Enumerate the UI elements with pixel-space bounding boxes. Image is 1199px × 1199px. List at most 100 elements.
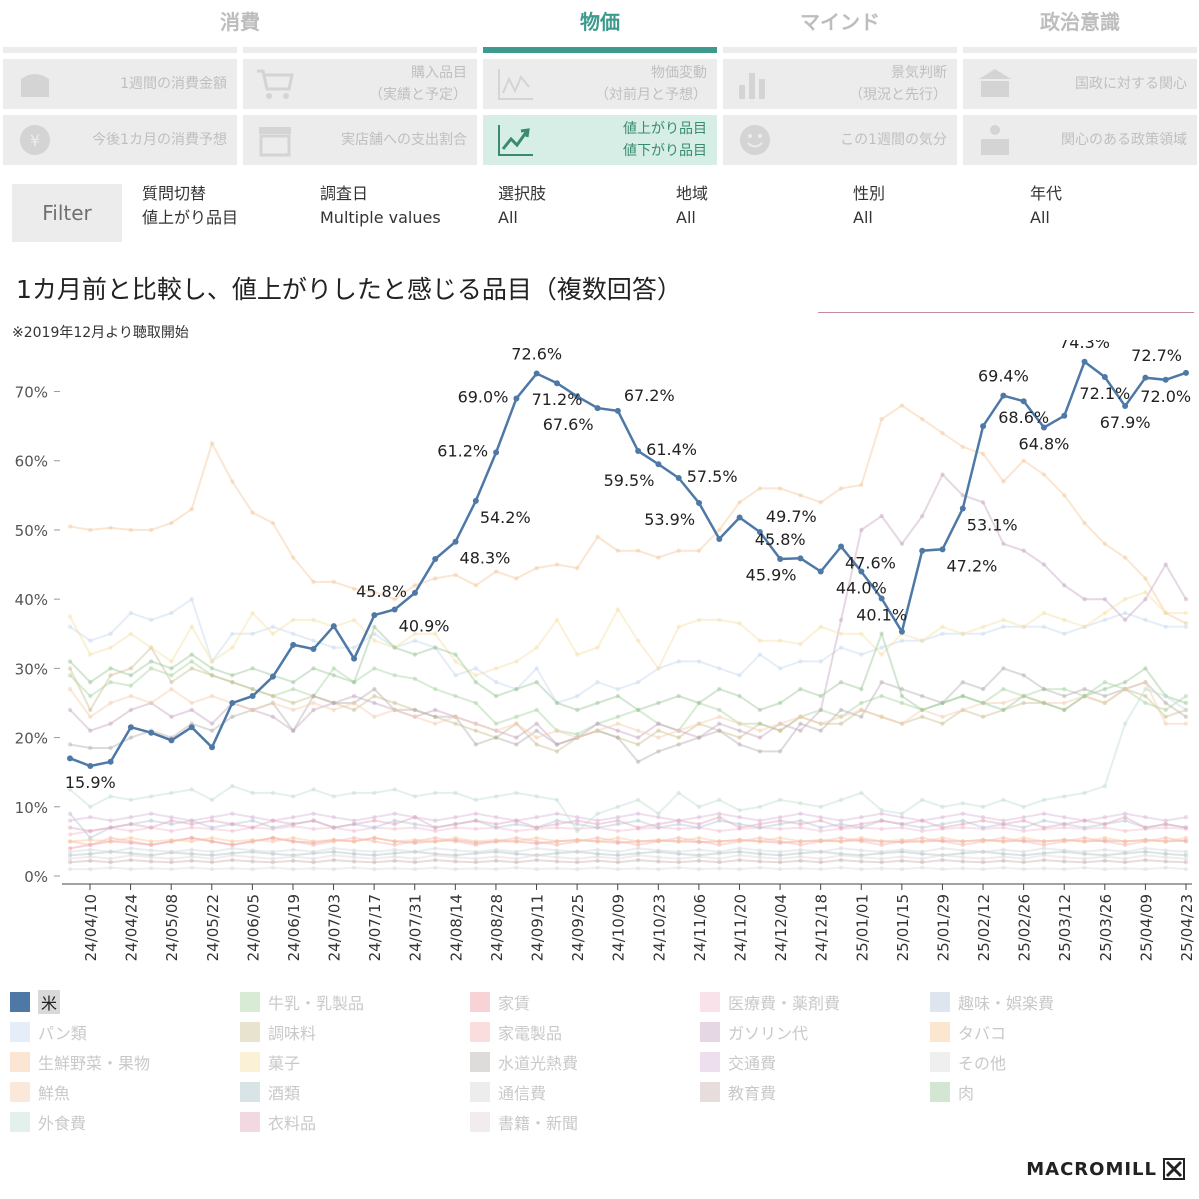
legend-item[interactable]: 酒類 bbox=[240, 1080, 300, 1104]
data-point bbox=[1183, 707, 1189, 713]
data-point bbox=[513, 395, 520, 402]
data-point bbox=[1062, 849, 1067, 854]
filter-button[interactable]: Filter bbox=[12, 184, 122, 242]
tile-weekly-spending[interactable]: 1週間の消費金額 bbox=[3, 59, 237, 109]
data-point bbox=[493, 728, 499, 733]
series-line-20 bbox=[69, 687, 1187, 833]
legend-item[interactable]: その他 bbox=[930, 1050, 1006, 1074]
tile-national-politics[interactable]: 国政に対する関心 bbox=[963, 59, 1197, 109]
legend-item[interactable]: タバコ bbox=[930, 1020, 1006, 1044]
data-point bbox=[1183, 721, 1189, 726]
tab-prices[interactable]: 物価 bbox=[580, 10, 620, 34]
data-point bbox=[859, 631, 864, 636]
tile-label: 値上がり品目 bbox=[623, 121, 707, 137]
tile-price-change[interactable]: 物価変動 （対前月と予想） bbox=[483, 59, 717, 109]
legend-item[interactable]: 菓子 bbox=[240, 1050, 300, 1074]
tile-weekly-mood[interactable]: この1週間の気分 bbox=[723, 115, 957, 165]
legend-item[interactable]: 鮮魚 bbox=[10, 1080, 70, 1104]
legend-item[interactable]: 交通費 bbox=[700, 1050, 776, 1074]
legend-item[interactable]: 書籍・新聞 bbox=[470, 1110, 578, 1134]
data-point bbox=[777, 700, 783, 706]
data-point bbox=[433, 714, 438, 720]
legend-item[interactable]: 生鮮野菜・果物 bbox=[10, 1050, 150, 1074]
data-point bbox=[1082, 826, 1087, 832]
data-point bbox=[412, 866, 418, 872]
data-point bbox=[534, 565, 539, 571]
data-point bbox=[960, 825, 965, 830]
data-point bbox=[777, 818, 783, 823]
legend-item[interactable]: 水道光熱費 bbox=[470, 1050, 578, 1074]
legend-item[interactable]: 医療費・薬剤費 bbox=[700, 990, 840, 1014]
data-point bbox=[859, 652, 864, 657]
data-point bbox=[169, 714, 174, 720]
data-point bbox=[920, 693, 925, 699]
data-point bbox=[209, 853, 215, 858]
legend-item[interactable]: 肉 bbox=[930, 1080, 974, 1104]
legend-item[interactable]: 米 bbox=[10, 990, 61, 1014]
data-point bbox=[472, 497, 479, 504]
legend-item[interactable]: 趣味・娯楽費 bbox=[930, 990, 1054, 1014]
data-point bbox=[940, 821, 945, 827]
data-point bbox=[189, 596, 194, 602]
data-point bbox=[108, 859, 113, 865]
data-point bbox=[1001, 835, 1006, 841]
legend-item[interactable]: 外食費 bbox=[10, 1110, 86, 1134]
data-point bbox=[1082, 693, 1087, 699]
legend-item[interactable]: 教育費 bbox=[700, 1080, 776, 1104]
legend-item[interactable]: ガソリン代 bbox=[700, 1020, 808, 1044]
data-point bbox=[575, 849, 580, 854]
data-point bbox=[554, 742, 560, 747]
tab-consumption[interactable]: 消費 bbox=[220, 10, 260, 34]
filter-question[interactable]: 質問切替 値上がり品目 bbox=[142, 182, 238, 230]
tile-purchased-items[interactable]: 購入品目 （実績と予定） bbox=[243, 59, 477, 109]
data-point bbox=[737, 826, 742, 832]
data-point bbox=[514, 835, 519, 841]
data-point bbox=[960, 444, 965, 450]
data-point bbox=[392, 850, 397, 856]
data-point bbox=[514, 721, 519, 726]
legend-item[interactable]: 調味料 bbox=[240, 1020, 316, 1044]
filter-gender[interactable]: 性別 All bbox=[853, 182, 885, 230]
x-tick-label: 24/08/28 bbox=[488, 894, 506, 961]
legend-swatch bbox=[10, 1112, 30, 1132]
data-point bbox=[777, 728, 783, 733]
tab-politics[interactable]: 政治意識 bbox=[1040, 10, 1120, 34]
data-point bbox=[1122, 842, 1128, 848]
tab-mind[interactable]: マインド bbox=[800, 10, 880, 34]
tile-policy-interest[interactable]: 関心のある政策領域 bbox=[963, 115, 1197, 165]
legend-item[interactable]: パン類 bbox=[10, 1020, 87, 1044]
data-point bbox=[899, 814, 905, 820]
data-point bbox=[696, 735, 702, 740]
data-point bbox=[777, 728, 783, 733]
tile-economy[interactable]: 景気判断 （現況と先行） bbox=[723, 59, 957, 109]
legend-item[interactable]: 通信費 bbox=[470, 1080, 546, 1104]
x-tick-label: 24/12/04 bbox=[772, 894, 790, 961]
legend-item[interactable]: 家電製品 bbox=[470, 1020, 562, 1044]
filter-region[interactable]: 地域 All bbox=[676, 182, 708, 230]
data-point bbox=[635, 842, 641, 848]
data-point bbox=[1062, 837, 1067, 843]
tile-spending-forecast[interactable]: ¥ 今後1カ月の消費予想 bbox=[3, 115, 237, 165]
data-point bbox=[1102, 853, 1108, 858]
data-point bbox=[433, 576, 438, 581]
data-point bbox=[777, 721, 783, 726]
tile-store-spending[interactable]: 実店舗への支出割合 bbox=[243, 115, 477, 165]
legend-item[interactable]: 家賃 bbox=[470, 990, 530, 1014]
data-point bbox=[88, 842, 93, 848]
data-point bbox=[635, 866, 641, 871]
legend-item[interactable]: 牛乳・乳製品 bbox=[240, 990, 364, 1014]
data-point bbox=[270, 714, 276, 720]
data-point bbox=[737, 735, 742, 740]
data-point bbox=[940, 700, 945, 706]
data-point bbox=[453, 721, 458, 726]
legend-item[interactable]: 衣料品 bbox=[240, 1110, 316, 1134]
filter-survey-date[interactable]: 調査日 Multiple values bbox=[320, 182, 441, 230]
filter-option[interactable]: 選択肢 All bbox=[498, 182, 546, 230]
data-point bbox=[67, 614, 73, 619]
data-point bbox=[310, 645, 317, 652]
data-point bbox=[412, 856, 418, 861]
filter-age[interactable]: 年代 All bbox=[1030, 182, 1062, 230]
tile-rising-falling-items[interactable]: 値上がり品目 値下がり品目 bbox=[483, 115, 717, 165]
data-point bbox=[1021, 814, 1026, 820]
series-line-4 bbox=[69, 813, 1187, 840]
